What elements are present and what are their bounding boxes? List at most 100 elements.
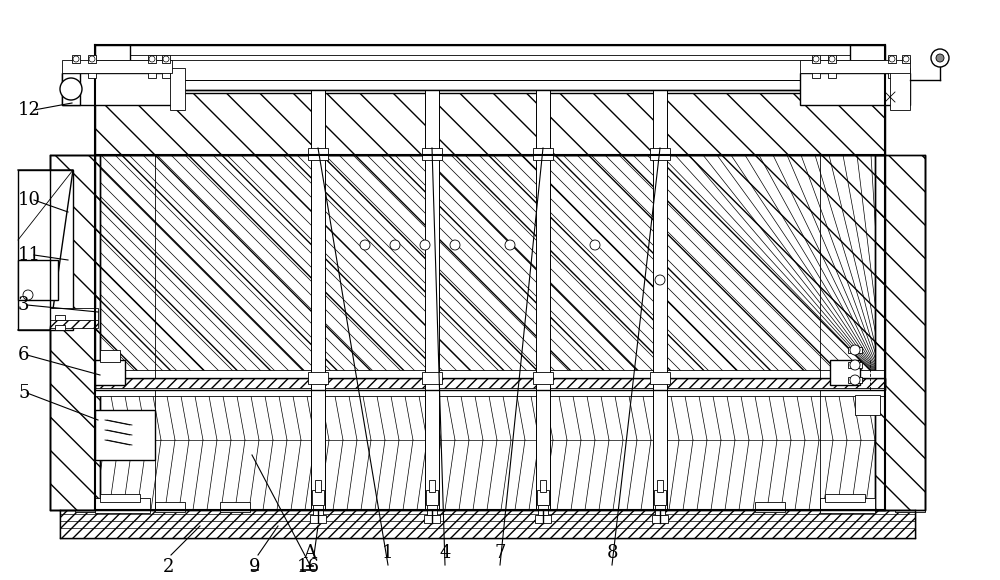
Bar (95, 378, 885, 390)
Bar (652, 515, 668, 523)
Bar (538, 505, 548, 515)
Text: 6: 6 (18, 346, 30, 364)
Circle shape (420, 240, 430, 250)
Text: 5: 5 (18, 384, 29, 402)
Circle shape (931, 49, 949, 67)
Bar (60, 510, 915, 538)
Bar (820, 502, 850, 512)
Bar (155, 502, 185, 512)
Bar (62, 73, 172, 105)
Text: 12: 12 (18, 101, 41, 119)
Bar (855, 395, 880, 415)
Bar (902, 68, 910, 78)
Bar (220, 502, 250, 512)
Bar (533, 372, 553, 384)
Circle shape (829, 56, 835, 62)
Circle shape (23, 290, 33, 300)
Bar (95, 385, 885, 510)
Bar (536, 90, 550, 510)
Bar (427, 505, 437, 515)
Circle shape (390, 240, 400, 250)
Bar (888, 55, 896, 63)
Bar (100, 494, 140, 502)
Text: 1: 1 (382, 544, 394, 562)
Bar (650, 148, 670, 160)
Bar (812, 55, 820, 63)
Bar (95, 388, 885, 396)
Bar (875, 155, 925, 510)
Bar (95, 498, 150, 513)
Text: 2: 2 (162, 558, 174, 576)
Bar (50, 320, 98, 328)
Bar (72, 55, 80, 63)
Bar (828, 55, 836, 63)
Circle shape (163, 56, 169, 62)
Circle shape (903, 56, 909, 62)
Bar (828, 68, 836, 78)
Bar (95, 370, 885, 378)
Bar (308, 148, 328, 160)
Bar (18, 260, 58, 300)
Bar (315, 480, 321, 492)
Bar (655, 505, 665, 515)
Circle shape (360, 240, 370, 250)
Bar (88, 55, 96, 63)
Bar (429, 480, 435, 492)
Bar (888, 68, 896, 78)
Bar (62, 73, 80, 105)
Bar (424, 515, 440, 523)
Bar (162, 68, 170, 78)
Bar (820, 498, 875, 513)
Text: 3: 3 (18, 296, 30, 314)
Text: A: A (304, 544, 316, 562)
Circle shape (850, 360, 860, 370)
Bar (890, 68, 910, 110)
Bar (800, 73, 910, 105)
Bar (308, 372, 328, 384)
Bar (18, 170, 73, 330)
Bar (162, 55, 170, 63)
Bar (60, 510, 915, 538)
Bar (95, 90, 885, 155)
Bar (848, 362, 862, 368)
Circle shape (590, 240, 600, 250)
Bar (657, 480, 663, 492)
Bar (95, 360, 125, 385)
Text: 9: 9 (249, 558, 261, 576)
Text: 7: 7 (494, 544, 506, 562)
Bar (155, 155, 820, 378)
Bar (902, 55, 910, 63)
Bar (72, 68, 80, 78)
Bar (313, 505, 323, 515)
Bar (155, 390, 820, 510)
Bar (148, 68, 156, 78)
Circle shape (89, 56, 95, 62)
Text: 4: 4 (439, 544, 451, 562)
Text: 8: 8 (606, 544, 618, 562)
Bar (825, 494, 865, 502)
Text: 11: 11 (18, 246, 41, 264)
Bar (830, 360, 860, 385)
Bar (755, 502, 785, 512)
Bar (95, 45, 885, 93)
Bar (75, 502, 105, 512)
Circle shape (850, 345, 860, 355)
Circle shape (450, 240, 460, 250)
Bar (848, 377, 862, 383)
Bar (540, 480, 546, 492)
Bar (50, 155, 100, 510)
Bar (55, 315, 65, 320)
Bar (422, 148, 442, 160)
Bar (88, 68, 96, 78)
Bar (425, 90, 439, 510)
Text: 16: 16 (296, 558, 320, 576)
Bar (650, 372, 670, 384)
Bar (100, 350, 120, 362)
Bar (62, 60, 172, 73)
Circle shape (889, 56, 895, 62)
Bar (312, 490, 324, 505)
Bar (875, 155, 925, 510)
Circle shape (149, 56, 155, 62)
Bar (311, 90, 325, 510)
Bar (533, 148, 553, 160)
